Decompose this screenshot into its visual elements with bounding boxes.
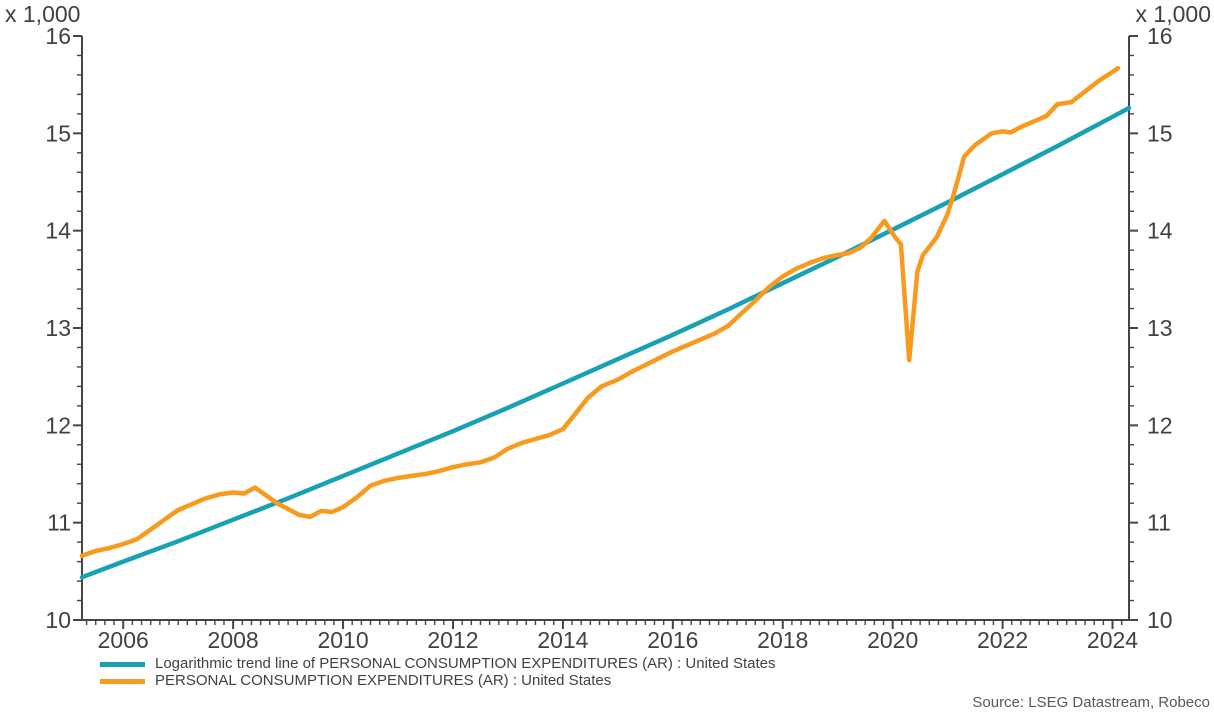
svg-text:14: 14 bbox=[1147, 218, 1173, 244]
pce-line-series bbox=[79, 65, 1121, 559]
svg-text:2020: 2020 bbox=[867, 627, 918, 653]
svg-text:2018: 2018 bbox=[757, 627, 808, 653]
trend-line-series bbox=[79, 105, 1132, 580]
svg-text:11: 11 bbox=[47, 510, 71, 536]
svg-text:12: 12 bbox=[1147, 412, 1173, 438]
svg-text:15: 15 bbox=[1147, 120, 1173, 146]
right-axis-unit-label: x 1,000 bbox=[1135, 1, 1211, 27]
svg-text:2024: 2024 bbox=[1087, 627, 1138, 653]
chart-legend: Logarithmic trend line of PERSONAL CONSU… bbox=[100, 656, 775, 690]
source-attribution: Source: LSEG Datastream, Robeco bbox=[972, 694, 1210, 711]
svg-text:13: 13 bbox=[45, 315, 71, 341]
y-axis-left-labels: 10 11 12 13 14 15 16 bbox=[45, 23, 71, 633]
axis-ticks bbox=[73, 35, 1138, 629]
svg-text:11: 11 bbox=[1147, 510, 1171, 536]
svg-text:16: 16 bbox=[45, 23, 71, 49]
svg-text:12: 12 bbox=[45, 412, 71, 438]
legend-swatch-trend-line bbox=[100, 661, 145, 667]
svg-text:2010: 2010 bbox=[317, 627, 368, 653]
y-axis-right-labels: 10 11 12 13 14 15 16 bbox=[1147, 23, 1173, 633]
svg-text:10: 10 bbox=[1147, 607, 1173, 633]
svg-text:13: 13 bbox=[1147, 315, 1173, 341]
svg-text:16: 16 bbox=[1147, 23, 1173, 49]
svg-text:10: 10 bbox=[45, 607, 71, 633]
legend-label-trend: Logarithmic trend line of PERSONAL CONSU… bbox=[155, 655, 776, 672]
svg-text:14: 14 bbox=[45, 218, 71, 244]
svg-text:2022: 2022 bbox=[977, 627, 1028, 653]
svg-text:2012: 2012 bbox=[427, 627, 478, 653]
axes bbox=[81, 36, 1130, 621]
svg-text:2016: 2016 bbox=[647, 627, 698, 653]
svg-text:2014: 2014 bbox=[537, 627, 588, 653]
x-axis-labels: 2006 2008 2010 2012 2014 2016 2018 2020 2022 2024 bbox=[98, 627, 1139, 653]
legend-label-pce: PERSONAL CONSUMPTION EXPENDITURES (AR) :… bbox=[155, 672, 612, 689]
svg-text:15: 15 bbox=[45, 120, 71, 146]
legend-item-trend: Logarithmic trend line of PERSONAL CONSU… bbox=[100, 656, 775, 672]
svg-text:2006: 2006 bbox=[98, 627, 149, 653]
left-axis-unit-label: x 1,000 bbox=[5, 1, 81, 27]
legend-item-pce: PERSONAL CONSUMPTION EXPENDITURES (AR) :… bbox=[100, 673, 775, 689]
svg-text:2008: 2008 bbox=[208, 627, 259, 653]
legend-swatch-pce-line bbox=[100, 678, 145, 684]
